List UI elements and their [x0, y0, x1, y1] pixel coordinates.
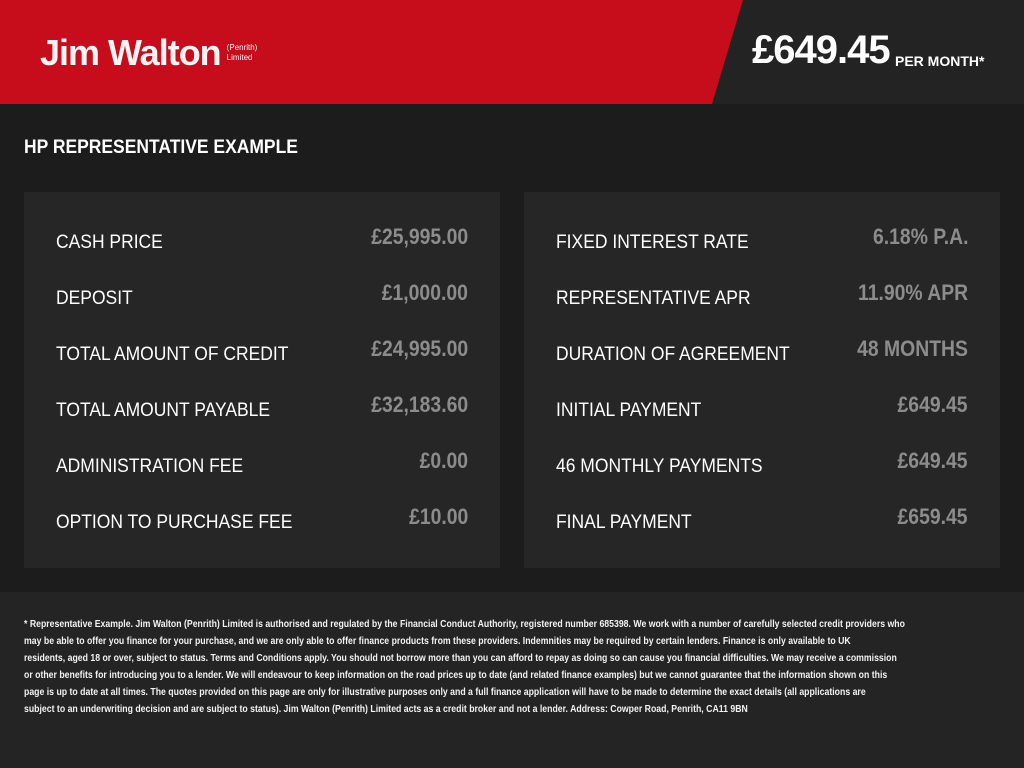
- finance-label: CASH PRICE: [56, 232, 163, 253]
- finance-value: £32,183.60: [371, 392, 468, 417]
- disclaimer: * Representative Example. Jim Walton (Pe…: [24, 616, 1024, 718]
- header: Jim Walton (Penrith) Limited £649.45 PER …: [0, 0, 1024, 104]
- finance-label: FIXED INTEREST RATE: [556, 232, 749, 253]
- finance-value: £649.45: [898, 392, 968, 417]
- footer: * Representative Example. Jim Walton (Pe…: [0, 592, 1024, 768]
- disclaimer-line: page is up to date at all times. The quo…: [24, 686, 866, 698]
- finance-value: 6.18% P.A.: [872, 224, 968, 249]
- finance-row: ADMINISTRATION FEE £0.00: [56, 448, 468, 478]
- disclaimer-line: subject to an underwriting decision and …: [24, 703, 748, 715]
- finance-value: 11.90% APR: [857, 280, 968, 305]
- finance-value: £0.00: [419, 448, 468, 473]
- finance-label: FINAL PAYMENT: [556, 512, 692, 533]
- disclaimer-line: residents, aged 18 or over, subject to s…: [24, 652, 897, 664]
- logo-name: Jim Walton: [40, 32, 222, 73]
- per-month-label: PER MONTH*: [895, 53, 985, 69]
- finance-panel-left: CASH PRICE £25,995.00 DEPOSIT £1,000.00 TOTA…: [24, 192, 500, 568]
- finance-label: DEPOSIT: [56, 288, 133, 309]
- finance-panel-right: FIXED INTEREST RATE 6.18% P.A. REPRESENTAT…: [524, 192, 1000, 568]
- finance-row: FINAL PAYMENT £659.45: [556, 504, 968, 534]
- finance-label: OPTION TO PURCHASE FEE: [56, 512, 293, 533]
- finance-value: £10.00: [408, 504, 468, 529]
- logo-subtitle: (Penrith) Limited: [226, 43, 258, 62]
- monthly-price: £649.45: [752, 28, 891, 72]
- disclaimer-line: * Representative Example. Jim Walton (Pe…: [24, 618, 905, 630]
- finance-label: REPRESENTATIVE APR: [556, 288, 751, 309]
- finance-row: 46 MONTHLY PAYMENTS £649.45: [556, 448, 968, 478]
- finance-row: REPRESENTATIVE APR 11.90% APR: [556, 280, 968, 310]
- finance-label: INITIAL PAYMENT: [556, 400, 702, 421]
- disclaimer-line: may be able to offer you finance for you…: [24, 635, 851, 647]
- finance-label: ADMINISTRATION FEE: [56, 456, 244, 477]
- finance-row: DEPOSIT £1,000.00: [56, 280, 468, 310]
- finance-row: INITIAL PAYMENT £649.45: [556, 392, 968, 422]
- finance-label: DURATION OF AGREEMENT: [556, 344, 790, 365]
- finance-value: £24,995.00: [371, 336, 468, 361]
- finance-row: CASH PRICE £25,995.00: [56, 224, 468, 254]
- finance-label: TOTAL AMOUNT PAYABLE: [56, 400, 271, 421]
- brand-banner: [0, 0, 743, 104]
- finance-value: £1,000.00: [381, 280, 468, 305]
- finance-row: DURATION OF AGREEMENT 48 MONTHS: [556, 336, 968, 366]
- finance-row: FIXED INTEREST RATE 6.18% P.A.: [556, 224, 968, 254]
- section-title: HP REPRESENTATIVE EXAMPLE: [24, 137, 298, 158]
- finance-row: TOTAL AMOUNT OF CREDIT £24,995.00: [56, 336, 468, 366]
- finance-value: 48 MONTHS: [857, 336, 968, 361]
- finance-value: £649.45: [898, 448, 968, 473]
- finance-label: TOTAL AMOUNT OF CREDIT: [56, 344, 289, 365]
- finance-row: OPTION TO PURCHASE FEE £10.00: [56, 504, 468, 534]
- logo[interactable]: Jim Walton (Penrith) Limited: [40, 32, 257, 74]
- finance-label: 46 MONTHLY PAYMENTS: [556, 456, 763, 477]
- finance-value: £25,995.00: [371, 224, 468, 249]
- finance-row: TOTAL AMOUNT PAYABLE £32,183.60: [56, 392, 468, 422]
- finance-value: £659.45: [898, 504, 968, 529]
- disclaimer-line: or other benefits for introducing you to…: [24, 669, 888, 681]
